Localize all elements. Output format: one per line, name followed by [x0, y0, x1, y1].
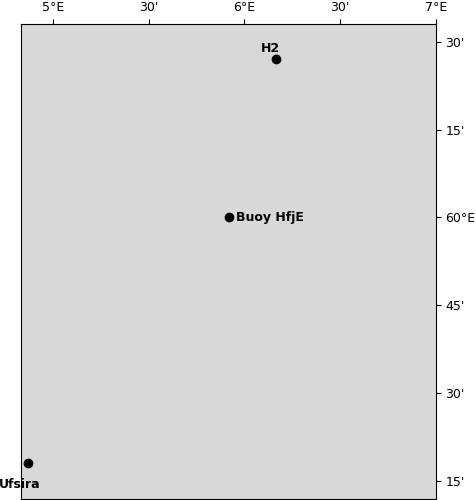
- Text: Ufsira: Ufsira: [0, 478, 40, 491]
- Text: H2: H2: [260, 42, 279, 55]
- Text: Buoy HfjE: Buoy HfjE: [236, 211, 304, 224]
